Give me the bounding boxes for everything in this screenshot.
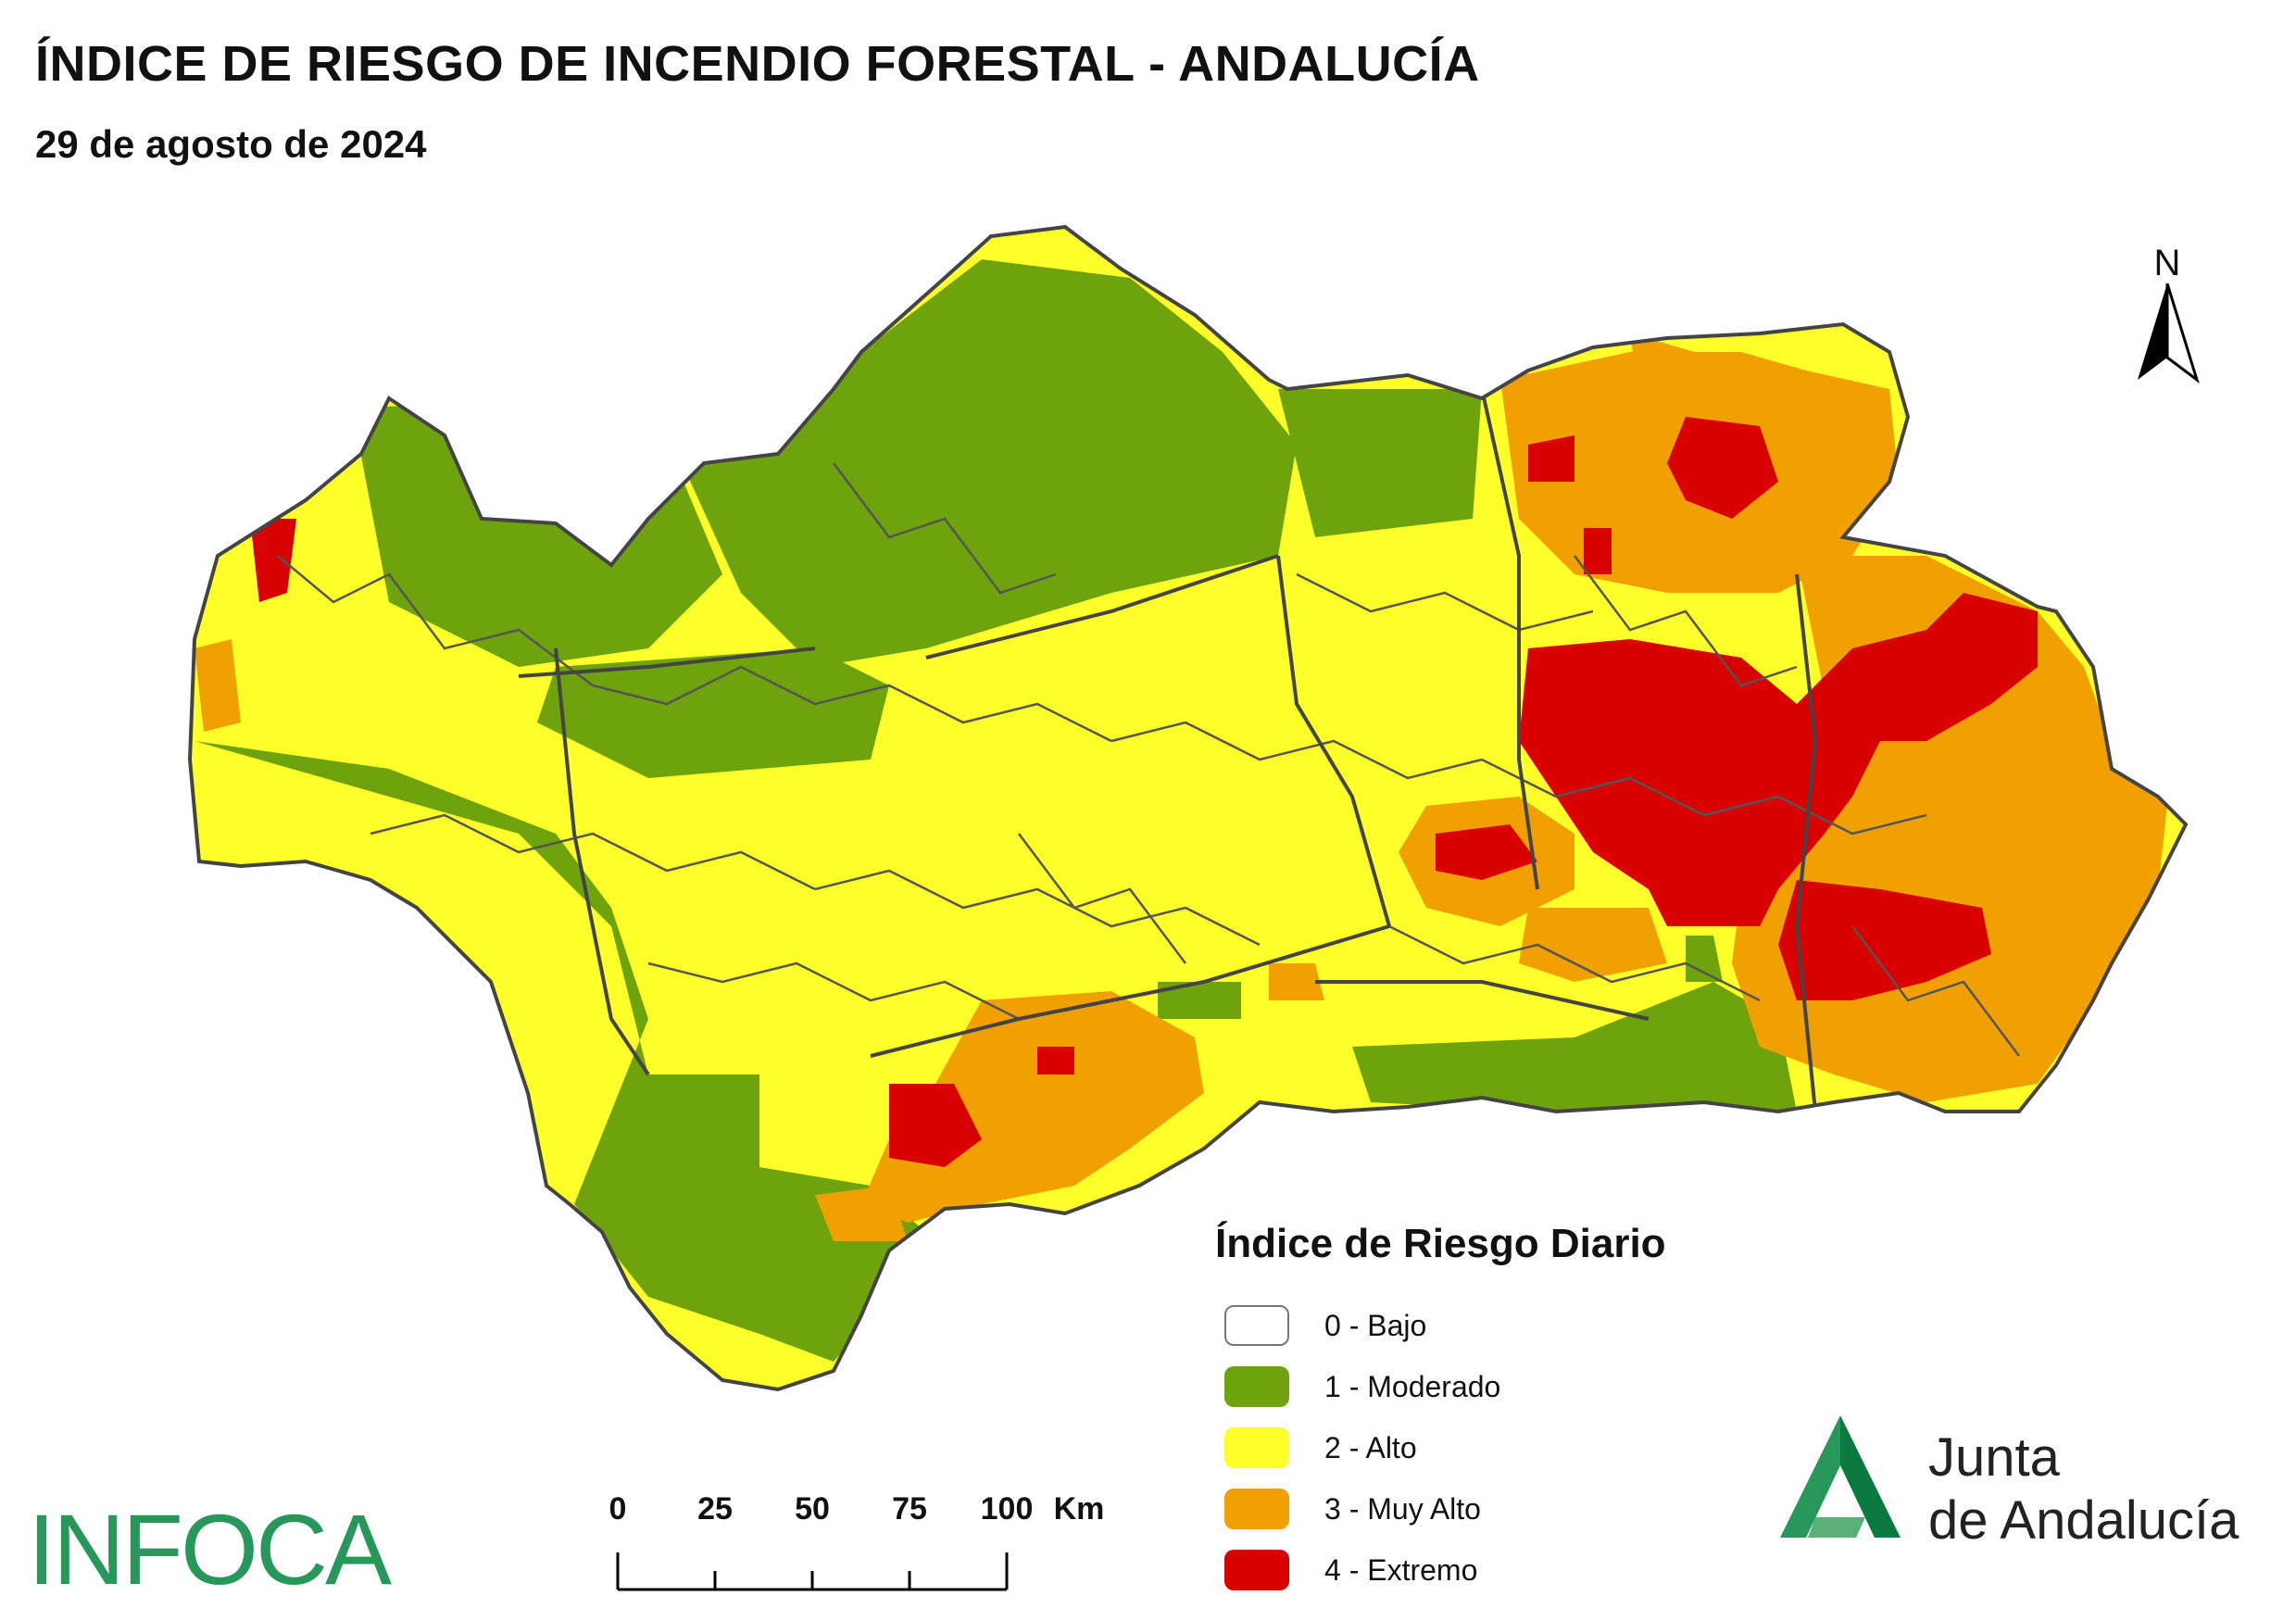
north-arrow-icon xyxy=(2138,283,2200,383)
junta-line1: Junta xyxy=(1928,1427,2060,1488)
province-boundaries xyxy=(518,388,1818,1112)
map-date: 29 de agosto de 2024 xyxy=(35,122,427,166)
junta-line2: de Andalucía xyxy=(1928,1490,2240,1551)
north-arrow: N xyxy=(2130,243,2204,391)
scale-tick-label: 50 xyxy=(795,1491,830,1527)
legend-label: 0 - Bajo xyxy=(1324,1308,1427,1342)
scale-unit: Km xyxy=(1053,1491,1105,1527)
legend-label: 1 - Moderado xyxy=(1324,1369,1501,1403)
legend-swatch xyxy=(1224,1550,1289,1590)
legend: Índice de Riesgo Diario 0 - Bajo 1 - Mod… xyxy=(1215,1221,1789,1601)
junta-logo: Junta de Andalucía xyxy=(1771,1408,2252,1556)
legend-swatch xyxy=(1224,1305,1289,1346)
scale-bar: 0 25 50 75 100 Km xyxy=(607,1491,1162,1602)
legend-item-bajo: 0 - Bajo xyxy=(1215,1295,1789,1356)
legend-label: 4 - Extremo xyxy=(1324,1552,1478,1587)
north-label: N xyxy=(2153,243,2181,283)
legend-swatch xyxy=(1224,1366,1289,1407)
legend-title: Índice de Riesgo Diario xyxy=(1215,1221,1666,1266)
scale-tick-label: 75 xyxy=(892,1491,927,1527)
infoca-logo: INFOCA xyxy=(28,1493,392,1605)
andalucia-outline xyxy=(187,224,2189,1392)
legend-item-muy-alto: 3 - Muy Alto xyxy=(1215,1478,1789,1539)
legend-item-extremo: 4 - Extremo xyxy=(1215,1539,1789,1601)
legend-item-alto: 2 - Alto xyxy=(1215,1417,1789,1478)
legend-swatch xyxy=(1224,1427,1289,1468)
legend-swatch xyxy=(1224,1489,1289,1529)
junta-emblem-icon xyxy=(1780,1415,1901,1538)
municipal-boundaries xyxy=(277,462,2020,1057)
legend-item-moderado: 1 - Moderado xyxy=(1215,1356,1789,1417)
scale-tick-label: 100 xyxy=(980,1491,1034,1527)
legend-label: 2 - Alto xyxy=(1324,1430,1417,1464)
extremo-areas xyxy=(250,417,2038,1167)
scale-tick-label: 25 xyxy=(697,1491,733,1527)
scale-tick-label: 0 xyxy=(609,1491,627,1527)
legend-label: 3 - Muy Alto xyxy=(1324,1491,1481,1526)
scale-bar-ruler xyxy=(616,1552,1009,1591)
map-title: ÍNDICE DE RIESGO DE INCENDIO FORESTAL - … xyxy=(35,36,1480,92)
